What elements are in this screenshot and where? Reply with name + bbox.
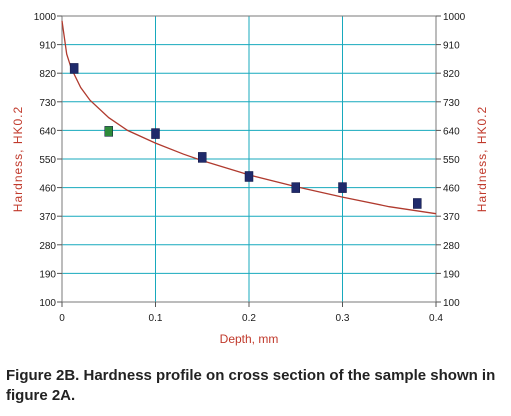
y-tick-label-left: 370 [39,212,56,223]
data-point [104,126,113,137]
y-tick-label-left: 100 [39,298,56,309]
x-axis-title: Depth, mm [220,332,279,346]
y-tick-label-left: 820 [39,69,56,80]
y-axis-left-ticks: 100 190 280 370 460 550 640 730 820 910 1000 [34,12,62,309]
y-tick-label-right: 100 [443,298,460,309]
x-tick-label: 0.1 [149,313,163,324]
y-tick-label-left: 910 [39,41,56,52]
y-tick-label-right: 280 [443,241,460,252]
y-tick-label-right: 1000 [443,12,466,23]
figure-caption: Figure 2B. Hardness profile on cross sec… [6,367,496,404]
data-point [151,128,160,139]
hardness-chart: 100 190 280 370 460 550 640 730 820 910 1000 100 19… [11,12,489,346]
data-point [198,152,207,163]
x-tick-label: 0 [59,313,65,324]
y-tick-label-left: 190 [39,269,56,280]
y-axis-right-ticks: 100 190 280 370 460 550 640 730 820 910 1000 [436,12,466,309]
y-axis-left-title: Hardness, HK0.2 [11,106,25,212]
y-tick-label-left: 550 [39,155,56,166]
y-axis-right-title: Hardness, HK0.2 [475,106,489,212]
data-point [338,182,347,193]
y-tick-label-right: 550 [443,155,460,166]
y-tick-label-right: 460 [443,184,460,195]
data-point [413,198,422,209]
y-tick-label-right: 640 [443,126,460,137]
x-axis-ticks: 0 0.1 0.2 0.3 0.4 [59,302,443,324]
y-tick-label-left: 460 [39,184,56,195]
y-tick-label-right: 730 [443,98,460,109]
y-tick-label-left: 640 [39,126,56,137]
data-points [69,63,422,209]
y-tick-label-left: 1000 [34,12,57,23]
trend-line [61,20,437,215]
y-tick-label-right: 370 [443,212,460,223]
x-tick-label: 0.4 [429,313,443,324]
data-point [291,182,300,193]
x-tick-label: 0.3 [336,313,350,324]
y-tick-label-left: 280 [39,241,56,252]
data-point [69,63,79,74]
data-point [244,171,254,182]
trend-line-group [61,20,437,215]
y-tick-label-right: 190 [443,269,460,280]
y-tick-label-right: 910 [443,41,460,52]
x-tick-label: 0.2 [242,313,256,324]
y-tick-label-right: 820 [443,69,460,80]
y-tick-label-left: 730 [39,98,56,109]
